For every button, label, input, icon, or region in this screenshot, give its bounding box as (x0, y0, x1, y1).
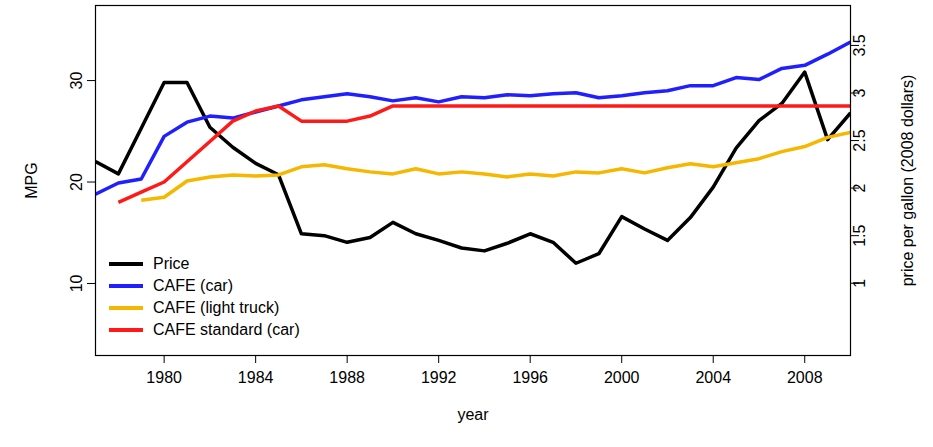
svg-text:1992: 1992 (421, 369, 457, 386)
svg-text:2000: 2000 (604, 369, 640, 386)
svg-text:2: 2 (851, 184, 868, 193)
svg-text:1988: 1988 (329, 369, 365, 386)
html-text:CAFE (car): CAFE (car) (153, 277, 233, 294)
html-text:CAFE standard (car): CAFE standard (car) (153, 321, 300, 338)
svg-text:20: 20 (68, 173, 85, 191)
svg-text:1980: 1980 (146, 369, 182, 386)
svg-text:3: 3 (851, 88, 868, 97)
svg-text:10: 10 (68, 274, 85, 292)
svg-text:2004: 2004 (695, 369, 731, 386)
svg-text:1984: 1984 (238, 369, 274, 386)
svg-text:price per gallon (2008 dollars: price per gallon (2008 dollars) (899, 75, 916, 287)
html-text:Price: Price (153, 255, 190, 272)
svg-text:2.5: 2.5 (851, 129, 868, 151)
svg-text:year: year (457, 406, 489, 423)
svg-text:3.5: 3.5 (851, 34, 868, 56)
svg-text:30: 30 (68, 72, 85, 90)
svg-text:2008: 2008 (787, 369, 823, 386)
svg-text:1.5: 1.5 (851, 224, 868, 246)
svg-text:1: 1 (851, 279, 868, 288)
html-text:CAFE (light truck): CAFE (light truck) (153, 299, 280, 316)
svg-text:MPG: MPG (23, 162, 40, 198)
svg-text:1996: 1996 (512, 369, 548, 386)
